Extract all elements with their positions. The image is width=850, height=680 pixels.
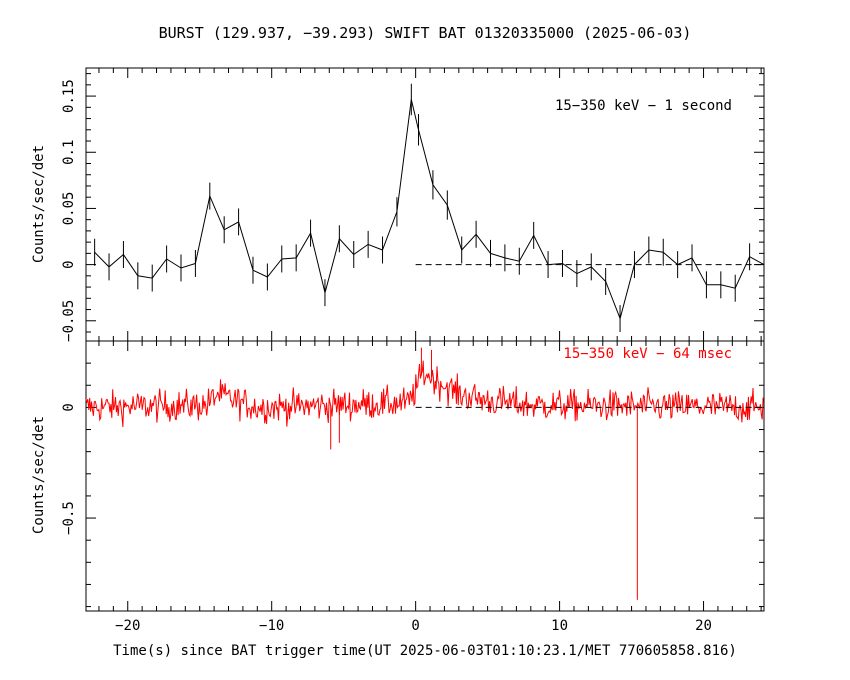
bottom-panel-ticks [86,340,764,611]
bottom-panel-x-tick-label: 10 [551,618,568,634]
top-panel-y-tick-label: 0.15 [61,79,77,113]
x-axis-label: Time(s) since BAT trigger time(UT 2025-0… [113,643,737,659]
figure-title: BURST (129.937, −39.293) SWIFT BAT 01320… [159,24,692,42]
bottom-panel-annotation: 15−350 keV − 64 msec [563,346,732,362]
bottom-panel-outlier-bins [330,347,638,600]
bottom-panel-x-tick-label: 0 [411,618,419,634]
top-panel-y-tick-label: −0.05 [61,300,77,342]
top-panel-y-axis-label: Counts/sec/det [31,145,47,263]
bottom-panel-series-line [85,360,764,428]
bottom-panel-x-tick-label: 20 [695,618,712,634]
top-panel-error-bars [94,83,765,333]
bottom-panel-x-tick-label: −20 [115,618,140,634]
bottom-panel-frame [85,340,765,612]
bottom-panel-x-tick-labels: −20 −10 0 10 20 [115,618,712,634]
bottom-panel: −0.5 0 −20 −10 0 10 20 15−350 keV − 64 msec C… [31,340,765,634]
top-panel-annotation: 15−350 keV − 1 second [555,98,732,114]
top-panel-series-line [94,99,765,321]
bottom-panel-x-tick-label: −10 [259,618,284,634]
top-panel-ticks [86,68,764,341]
top-panel-y-tick-label: 0.1 [61,140,77,165]
bottom-panel-y-tick-label: 0 [61,403,77,411]
bottom-panel-y-tick-labels: −0.5 0 [61,403,77,535]
top-panel-y-tick-label: 0.05 [61,192,77,226]
bottom-panel-y-axis-label: Counts/sec/det [31,416,47,534]
bottom-panel-y-tick-label: −0.5 [61,501,77,535]
top-panel-y-tick-labels: −0.05 0 0.05 0.1 0.15 [61,79,77,342]
top-panel-y-tick-label: 0 [61,260,77,268]
